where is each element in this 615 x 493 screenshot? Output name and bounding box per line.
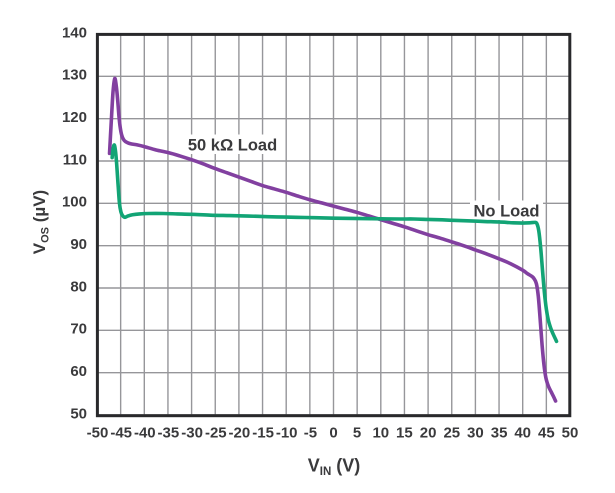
svg-text:120: 120 [62,109,87,126]
svg-text:50: 50 [70,405,87,422]
svg-text:10: 10 [372,424,389,441]
svg-text:-25: -25 [205,424,227,441]
svg-text:5: 5 [353,424,361,441]
svg-text:No Load: No Load [474,203,540,221]
svg-text:80: 80 [70,278,87,295]
svg-text:50 kΩ Load: 50 kΩ Load [188,137,277,155]
svg-text:25: 25 [443,424,460,441]
svg-text:-50: -50 [87,424,109,441]
svg-text:-10: -10 [276,424,298,441]
svg-text:35: 35 [491,424,508,441]
svg-text:45: 45 [538,424,555,441]
svg-text:VIN (V): VIN (V) [308,456,361,479]
svg-text:15: 15 [396,424,413,441]
svg-text:100: 100 [62,194,87,211]
svg-text:-5: -5 [304,424,317,441]
svg-text:-30: -30 [181,424,203,441]
svg-text:20: 20 [420,424,437,441]
svg-text:40: 40 [514,424,531,441]
svg-text:130: 130 [62,67,87,84]
svg-text:60: 60 [70,363,87,380]
svg-text:-45: -45 [110,424,132,441]
svg-text:-40: -40 [134,424,156,441]
svg-text:140: 140 [62,24,87,41]
svg-text:90: 90 [70,236,87,253]
svg-text:-20: -20 [229,424,251,441]
svg-text:-35: -35 [158,424,180,441]
svg-text:70: 70 [70,321,87,338]
svg-text:30: 30 [467,424,484,441]
svg-text:110: 110 [63,151,87,168]
svg-text:VOS (µV): VOS (µV) [30,190,52,254]
svg-text:50: 50 [562,424,579,441]
svg-text:0: 0 [329,424,337,441]
svg-text:-15: -15 [252,424,274,441]
